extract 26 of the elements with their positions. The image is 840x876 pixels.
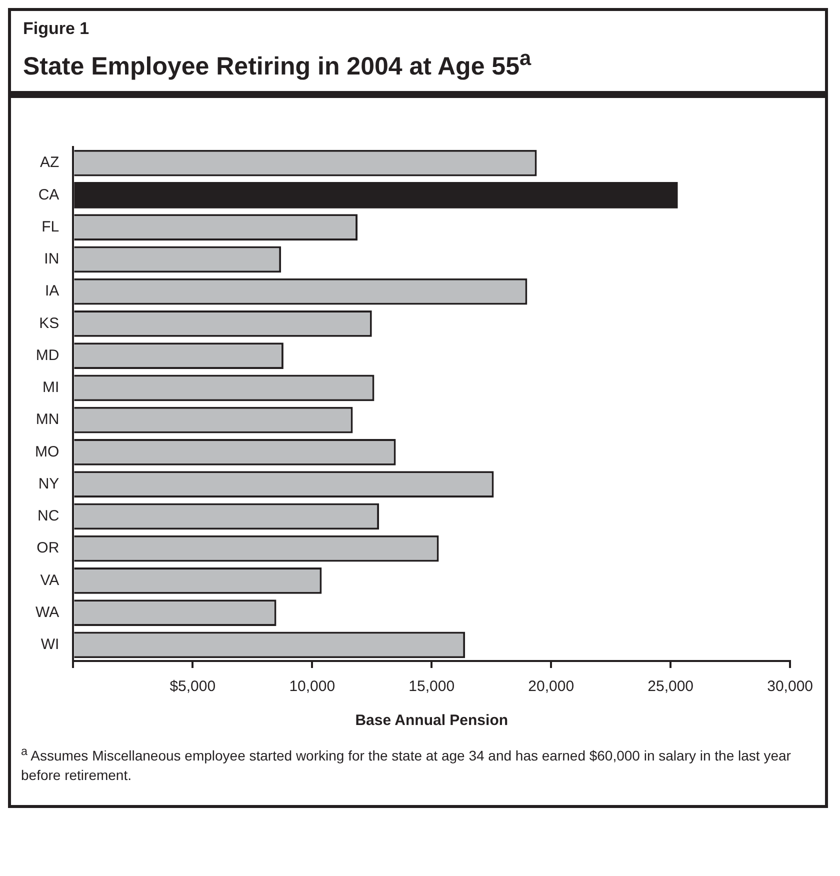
y-tick-label: KS	[39, 315, 60, 332]
x-tick-label: 25,000	[648, 678, 694, 696]
y-tick-label: IN	[44, 250, 60, 268]
y-tick-label: MO	[34, 444, 60, 461]
y-tick-label: IA	[44, 283, 60, 300]
y-tick-label: WI	[40, 636, 60, 654]
y-tick-label: OR	[36, 540, 60, 558]
y-tick-label: CA	[38, 186, 60, 204]
y-tick-label: WA	[36, 604, 60, 622]
y-tick-label: AZ	[40, 154, 60, 172]
y-tick-label: NY	[38, 476, 60, 493]
x-tick-label: 20,000	[528, 678, 574, 696]
y-tick-label: FL	[42, 218, 60, 236]
x-tick-label: 30,000	[767, 678, 814, 696]
x-axis-title: Base Annual Pension	[355, 712, 508, 730]
chart-title: State Employee Retiring in 2004 at Age 55$^{a}$	[23, 47, 532, 82]
y-tick-label: MI	[42, 379, 60, 396]
x-tick-label: 15,000	[408, 678, 455, 696]
y-tick-label: MN	[36, 412, 60, 429]
y-tick-label: NC	[37, 508, 60, 525]
chart-subtitle: Figure 1	[23, 19, 90, 39]
x-tick-label: $5,000	[170, 678, 216, 696]
x-tick-label: 10,000	[289, 678, 336, 696]
y-tick-label: MD	[36, 347, 60, 364]
text: $^{a}$ Assumes Miscellaneous employee started working for the state at age 34 and has earned $60,000 in salary in the last year before retirement.	[20, 744, 792, 785]
y-tick-label: VA	[40, 572, 60, 590]
